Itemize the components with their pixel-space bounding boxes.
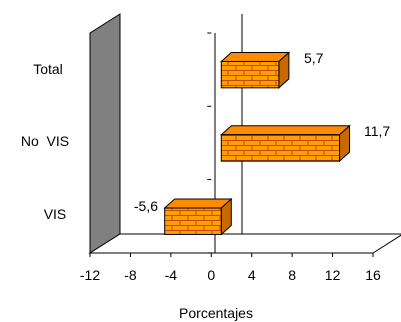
x-tick-label: -8 [124, 267, 137, 283]
bar-top-face [163, 198, 233, 209]
side-wall [89, 13, 121, 254]
category-label-no-vis: No VIS [21, 133, 69, 149]
bar-front-face [164, 207, 222, 235]
x-tick-label: 0 [207, 267, 215, 283]
value-label-vis: -5,6 [134, 198, 158, 214]
value-label-no-vis: 11,7 [364, 123, 390, 139]
x-tick-label: 8 [288, 267, 296, 283]
x-tick-label: -12 [80, 267, 100, 283]
x-tick-label: 12 [325, 267, 341, 283]
category-label-total: Total [33, 61, 63, 77]
floor-plane [88, 233, 401, 254]
value-label-total: 5,7 [304, 50, 324, 66]
bars-group [163, 51, 351, 236]
bar-front-face [220, 60, 280, 89]
bar-no-vis [219, 124, 351, 163]
x-axis-ticks: -12 -8 -4 0 4 8 12 16 [80, 253, 381, 283]
bar-front-face [220, 134, 341, 162]
bar-total [219, 51, 291, 89]
x-tick-label: -4 [165, 267, 178, 283]
category-label-vis: VIS [44, 206, 67, 222]
x-tick-label: 16 [365, 267, 381, 283]
bar-top-face [219, 125, 351, 136]
bar-vis [163, 197, 233, 236]
x-tick-label: 4 [248, 267, 256, 283]
x-axis-title: Porcentajes [179, 305, 253, 321]
bar-top-face [219, 51, 291, 62]
